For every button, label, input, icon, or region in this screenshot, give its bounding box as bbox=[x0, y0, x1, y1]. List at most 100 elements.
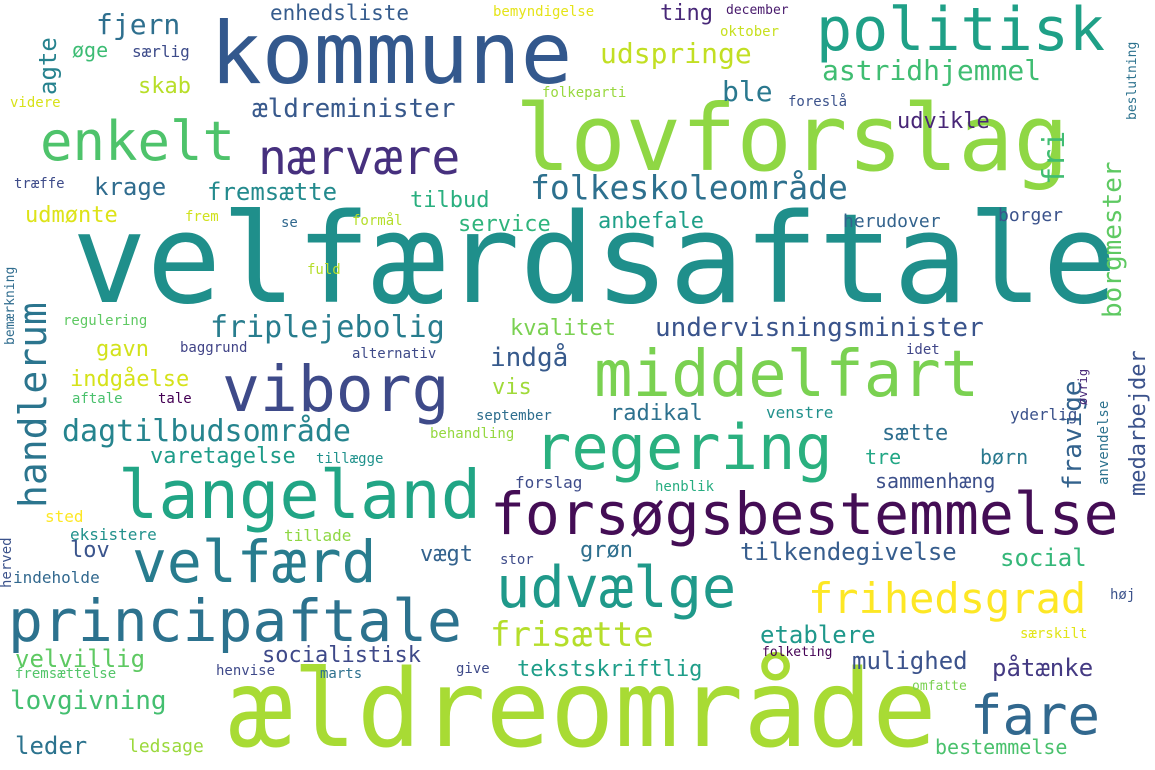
word-sted: sted bbox=[45, 507, 84, 526]
word-friplejebolig: friplejebolig bbox=[210, 310, 445, 345]
word-ting: ting bbox=[660, 1, 713, 26]
word-langeland: langeland bbox=[118, 456, 482, 534]
word-ble: ble bbox=[722, 75, 773, 108]
word-velvillig: velvillig bbox=[15, 645, 146, 673]
word-alternativ: alternativ bbox=[352, 346, 437, 362]
word-aftale: aftale bbox=[72, 391, 123, 407]
word-undervisningsminister: undervisningsminister bbox=[655, 313, 984, 343]
word-lov: lov bbox=[70, 538, 110, 563]
word-aeldreomraade: ældreområde bbox=[228, 648, 937, 770]
word-borger: borger bbox=[998, 205, 1064, 226]
word-venstre: venstre bbox=[766, 403, 834, 422]
word-fri: fri bbox=[1037, 130, 1072, 185]
word-tekstskriftlig: tekstskriftlig bbox=[517, 657, 703, 682]
word-udvaelge: udvælge bbox=[496, 555, 737, 621]
word-fremsaettelse: fremsættelse bbox=[15, 666, 117, 682]
word-vis: vis bbox=[492, 375, 532, 400]
word-velfaerd: velfærd bbox=[132, 528, 377, 596]
word-handlerum: handlerum bbox=[11, 302, 55, 508]
word-give: give bbox=[456, 661, 490, 677]
word-september: september bbox=[476, 408, 552, 424]
word-frihedsgrad: frihedsgrad bbox=[808, 574, 1087, 623]
word-fremsaette: fremsætte bbox=[207, 178, 338, 206]
word-enhedsliste: enhedsliste bbox=[270, 1, 410, 25]
word-bemaerkning: bemærkning bbox=[3, 266, 18, 345]
word-idet: idet bbox=[906, 342, 940, 358]
word-medarbejder: medarbejder bbox=[1126, 350, 1151, 496]
word-folkeparti: folkeparti bbox=[542, 85, 627, 101]
word-anvendelse: anvendelse bbox=[1096, 400, 1112, 485]
word-regulering: regulering bbox=[63, 313, 148, 329]
word-aeldreminister: ældreminister bbox=[252, 94, 456, 124]
word-dagtilbudsomraade: dagtilbudsområde bbox=[62, 414, 351, 449]
word-middelfart: middelfart bbox=[594, 338, 980, 412]
word-foreslaa: foreslå bbox=[788, 94, 848, 110]
word-leder: leder bbox=[15, 732, 88, 760]
word-baggrund: baggrund bbox=[180, 340, 248, 356]
word-boern: børn bbox=[980, 445, 1029, 469]
word-indeholde: indeholde bbox=[13, 568, 100, 587]
word-fjern: fjern bbox=[96, 8, 181, 41]
word-tillaegge: tillægge bbox=[316, 451, 384, 467]
word-service: service bbox=[458, 212, 551, 237]
word-principaftale: principaftale bbox=[8, 587, 462, 655]
word-viborg: viborg bbox=[222, 353, 450, 426]
word-herved: herved bbox=[0, 537, 15, 588]
word-saerskilt: særskilt bbox=[1020, 626, 1088, 642]
word-udmoente: udmønte bbox=[25, 203, 118, 228]
word-fuld: fuld bbox=[307, 262, 341, 278]
word-henvise: henvise bbox=[216, 663, 276, 679]
word-groen: grøn bbox=[580, 538, 633, 563]
word-anbefale: anbefale bbox=[598, 209, 704, 234]
word-eksistere: eksistere bbox=[70, 525, 157, 544]
word-marts: marts bbox=[320, 666, 363, 682]
word-astridhjemmel: astridhjemmel bbox=[822, 54, 1042, 87]
word-naervaere: nærvære bbox=[258, 130, 461, 186]
word-radikal: radikal bbox=[610, 401, 703, 426]
word-kvalitet: kvalitet bbox=[510, 316, 616, 341]
word-oege: øge bbox=[72, 38, 109, 62]
word-beslutning: beslutning bbox=[1125, 41, 1140, 120]
word-tale: tale bbox=[158, 391, 192, 407]
word-varetagelse: varetagelse bbox=[150, 444, 296, 469]
word-forsoegsbestemmelse: forsøgsbestemmelse bbox=[490, 480, 1119, 548]
word-oktober: oktober bbox=[720, 24, 780, 40]
word-indgaaelse: indgåelse bbox=[70, 367, 190, 392]
word-paataenke: påtænke bbox=[992, 654, 1094, 682]
word-tilkendegivelse: tilkendegivelse bbox=[740, 538, 957, 566]
word-bemyndigelse: bemyndigelse bbox=[493, 4, 595, 20]
word-stor: stor bbox=[500, 552, 534, 568]
word-traeffe: træffe bbox=[14, 176, 65, 192]
word-tre: tre bbox=[865, 445, 902, 469]
word-se: se bbox=[281, 215, 298, 231]
word-mulighed: mulighed bbox=[852, 647, 968, 675]
word-oevrig: øvrig bbox=[1076, 368, 1090, 405]
word-velfaerdsaftale: velfærdsaftale bbox=[72, 188, 1118, 332]
word-frem: frem bbox=[185, 209, 219, 225]
word-skab: skab bbox=[138, 74, 191, 99]
word-agte: agte bbox=[34, 37, 62, 95]
word-saerlig: særlig bbox=[132, 42, 190, 61]
word-kommune: kommune bbox=[210, 4, 573, 104]
word-lovforslag: lovforslag bbox=[515, 85, 1069, 192]
word-forslag: forslag bbox=[515, 473, 583, 492]
word-folkeskoleomraade: folkeskoleområde bbox=[530, 168, 848, 207]
word-enkelt: enkelt bbox=[40, 110, 236, 173]
word-gavn: gavn bbox=[96, 337, 149, 362]
word-behandling: behandling bbox=[430, 426, 515, 442]
word-herudover: herudover bbox=[843, 211, 941, 232]
word-hoej: høj bbox=[1110, 587, 1136, 603]
word-videre: videre bbox=[10, 95, 61, 111]
word-socialistisk: socialistisk bbox=[262, 643, 421, 668]
word-tillade: tillade bbox=[284, 526, 352, 545]
word-etablere: etablere bbox=[760, 621, 876, 649]
word-indgaa: indgå bbox=[490, 343, 569, 373]
word-borgmester: borgmester bbox=[1098, 161, 1128, 318]
word-bestemmelse: bestemmelse bbox=[935, 735, 1068, 759]
word-henblik: henblik bbox=[655, 479, 715, 495]
word-folketing: folketing bbox=[762, 645, 833, 660]
word-udspringe: udspringe bbox=[600, 37, 752, 70]
word-social: social bbox=[1000, 544, 1087, 572]
word-fare: fare bbox=[970, 684, 1101, 747]
